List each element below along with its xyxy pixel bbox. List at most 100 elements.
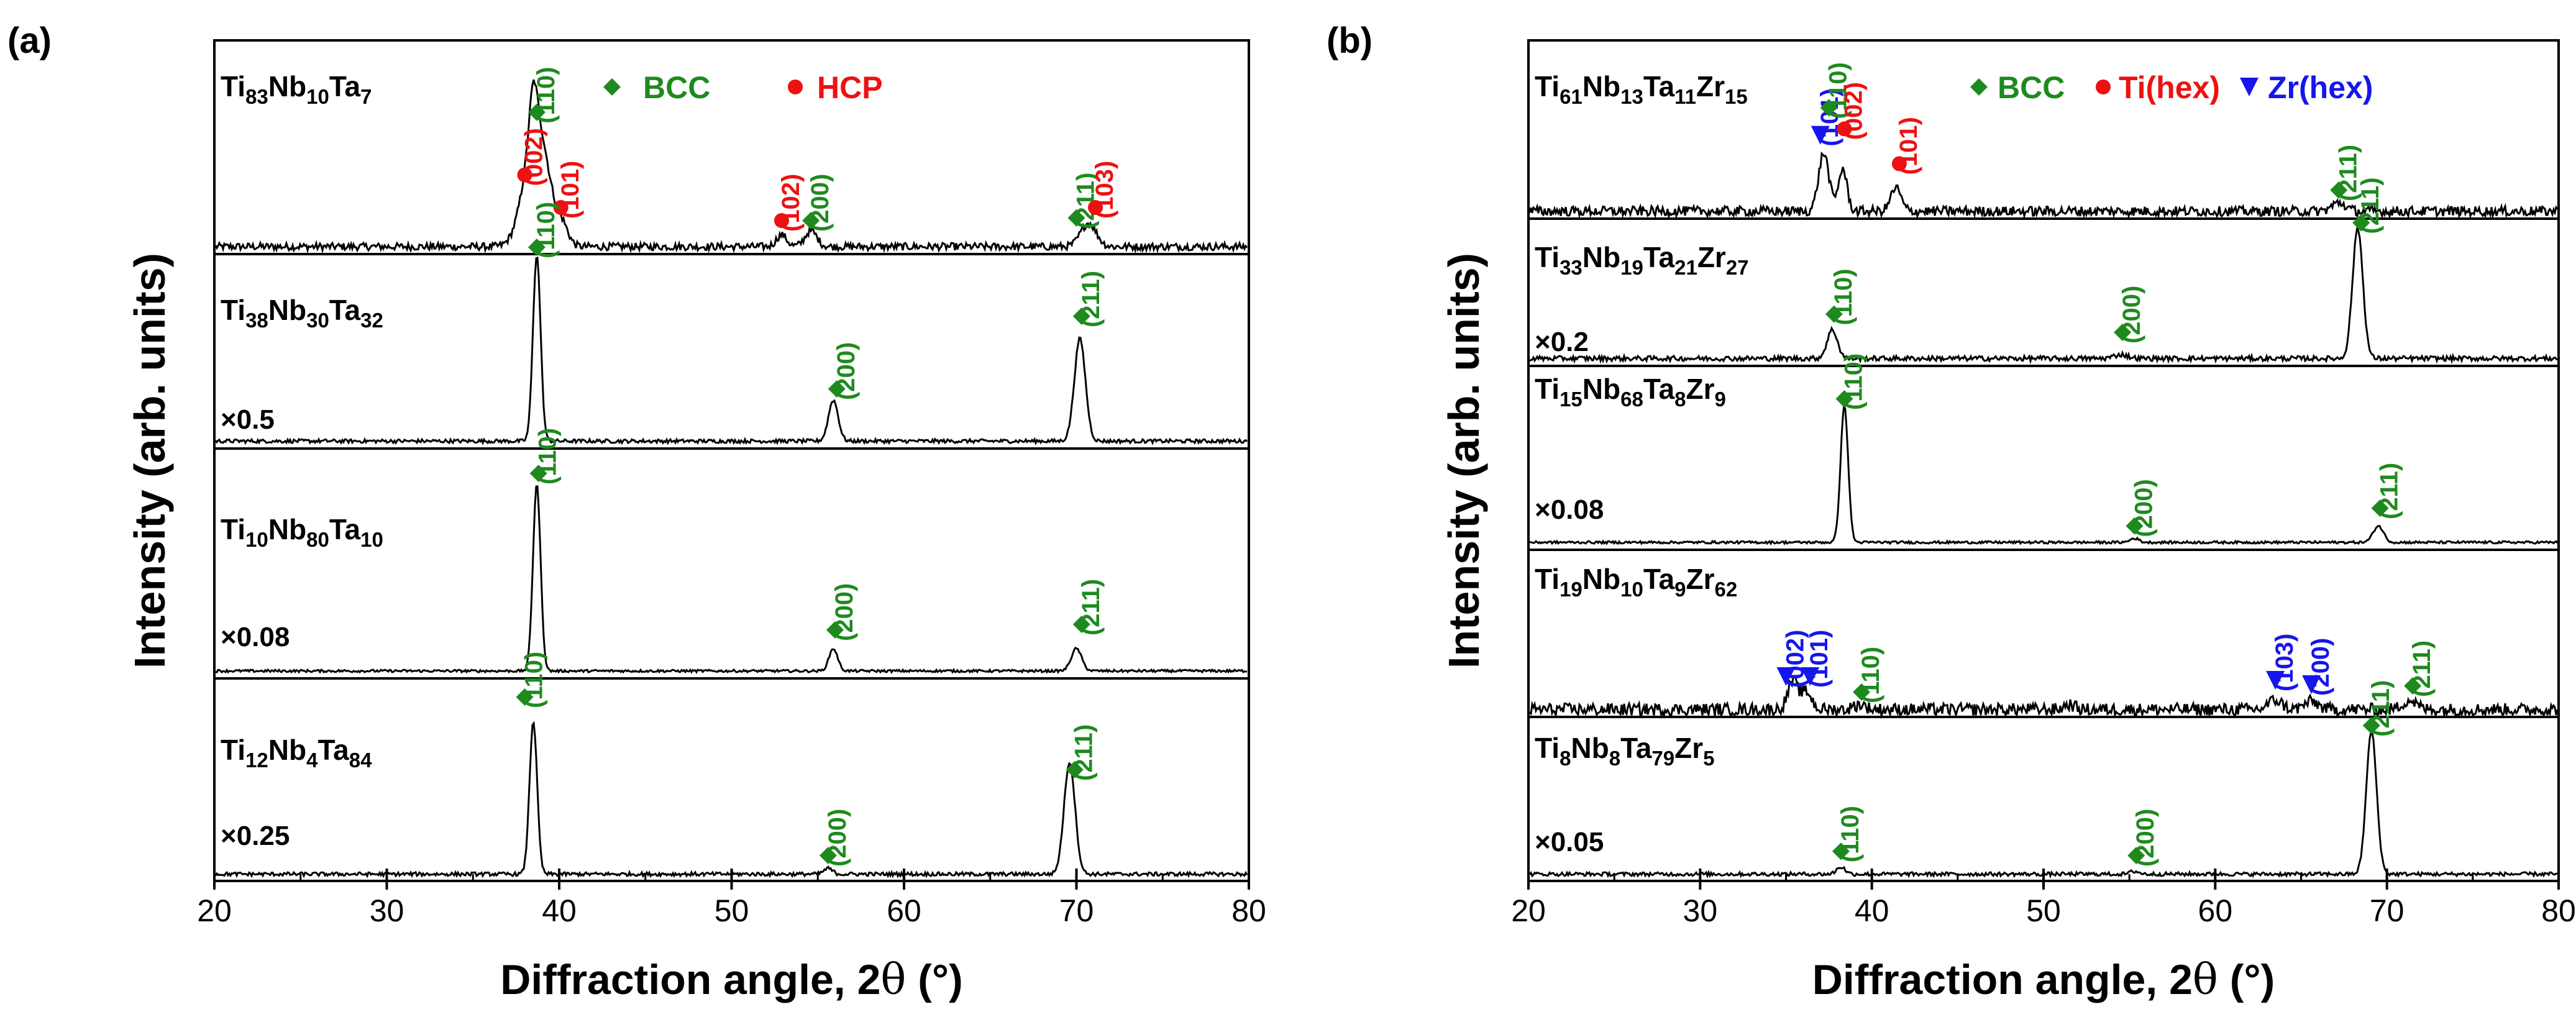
legend-label: BCC bbox=[643, 70, 710, 105]
hcp-marker bbox=[1891, 156, 1907, 171]
element-symbol: Nb bbox=[1583, 241, 1620, 273]
element-symbol: Zr bbox=[1696, 70, 1725, 103]
peak-marker-bcc: (211) bbox=[1072, 271, 1105, 327]
legend: BCC HCP bbox=[603, 70, 883, 105]
series-Ti15Nb68Ta8Zr9: (110) (200) (211) Ti15Nb68Ta8Zr9 ×0.08 bbox=[1529, 353, 2559, 546]
element-subscript: 62 bbox=[1714, 578, 1737, 601]
element-symbol: Ti bbox=[221, 294, 245, 326]
legend-circle-icon bbox=[788, 80, 803, 94]
peak-marker-zr: (101) bbox=[1811, 88, 1843, 147]
peak-marker-bcc: (200) bbox=[802, 174, 834, 232]
hkl-label: (211) bbox=[2334, 145, 2362, 201]
element-subscript: 84 bbox=[349, 749, 372, 772]
bcc-marker bbox=[2330, 181, 2348, 199]
bcc-marker bbox=[2114, 324, 2132, 341]
bcc-marker bbox=[528, 239, 546, 256]
bcc-marker bbox=[1825, 305, 1843, 323]
element-subscript: 8 bbox=[1609, 747, 1620, 770]
hkl-label: (103) bbox=[1091, 161, 1118, 219]
zr-marker bbox=[1811, 125, 1830, 145]
element-subscript: 10 bbox=[360, 528, 383, 551]
sample-name: Ti33Nb19Ta21Zr27 bbox=[1535, 241, 1749, 279]
element-symbol: Nb bbox=[1571, 732, 1609, 764]
element-subscript: 13 bbox=[1620, 85, 1643, 108]
hkl-label: (002) bbox=[1840, 82, 1867, 140]
element-symbol: Zr bbox=[1697, 241, 1726, 273]
element-symbol: Ta bbox=[1643, 241, 1675, 273]
hkl-label: (211) bbox=[1071, 724, 1098, 781]
element-subscript: 38 bbox=[245, 309, 268, 332]
peak-marker-bcc: (110) bbox=[528, 67, 560, 124]
bcc-marker bbox=[828, 380, 846, 398]
x-tick-label: 20 bbox=[1511, 893, 1546, 928]
hkl-label: (200) bbox=[824, 809, 851, 867]
legend-label: HCP bbox=[817, 70, 883, 105]
x-axis-label-unit: (°) bbox=[2218, 956, 2275, 1003]
x-axis-label-main: Diffraction angle, 2 bbox=[1812, 956, 2193, 1003]
zr-marker bbox=[1801, 667, 1820, 686]
hkl-label: (110) bbox=[532, 202, 560, 258]
peak-marker-bcc: (211) bbox=[2371, 463, 2403, 519]
x-tick-label: 20 bbox=[197, 893, 232, 928]
series-Ti8Nb8Ta79Zr5: (110) (200)(211)Ti8Nb8Ta79Zr5×0.05 bbox=[1528, 680, 2558, 879]
peak-marker-zr: (101) bbox=[1801, 630, 1833, 688]
series-Ti61Nb13Ta11Zr15: (101)(110)(002)(101) (211)Ti61Nb13Ta11Zr1… bbox=[1528, 62, 2559, 220]
peak-marker-hcp: (103) bbox=[1088, 161, 1118, 219]
panel-label: (b) bbox=[1327, 21, 1372, 61]
hkl-label: (110) bbox=[1840, 353, 1867, 410]
bcc-marker bbox=[516, 688, 534, 706]
element-symbol: Ta bbox=[329, 294, 361, 326]
series-trace bbox=[214, 79, 1248, 254]
peak-marker-bcc: (110) bbox=[1825, 268, 1857, 326]
hkl-label: (110) bbox=[521, 652, 548, 708]
series-Ti10Nb80Ta10: (110)(200) (211)Ti10Nb80Ta10×0.08 bbox=[215, 428, 1248, 674]
scale-factor: ×0.08 bbox=[221, 622, 290, 652]
series-Ti12Nb4Ta84: (110) (200) (211) Ti12Nb4Ta84 ×0.25 bbox=[214, 652, 1248, 878]
element-subscript: 7 bbox=[360, 85, 372, 108]
series-Ti33Nb19Ta21Zr27: (110) (200) (211) Ti33Nb19Ta21Zr27 ×0.2 bbox=[1529, 177, 2558, 365]
peak-marker-bcc: (110) bbox=[1820, 62, 1852, 119]
element-subscript: 61 bbox=[1560, 85, 1583, 108]
element-symbol: Ti bbox=[1535, 70, 1560, 103]
peak-marker-bcc: (110) bbox=[1832, 806, 1864, 862]
panel-label: (a) bbox=[7, 21, 52, 61]
legend-diamond-icon bbox=[1970, 78, 1988, 96]
peak-marker-hcp: (101) bbox=[1891, 117, 1922, 175]
hkl-label: (110) bbox=[1837, 806, 1864, 862]
peak-marker-bcc: (110) bbox=[1853, 647, 1884, 703]
element-subscript: 11 bbox=[1674, 85, 1696, 108]
x-tick-label: 40 bbox=[1855, 893, 1889, 928]
peak-marker-hcp: (002) bbox=[517, 128, 548, 186]
bcc-marker bbox=[826, 621, 844, 639]
hcp-marker bbox=[1088, 200, 1103, 215]
sample-name: Ti38Nb30Ta32 bbox=[221, 294, 383, 332]
hkl-label: (200) bbox=[831, 583, 858, 641]
x-tick-label: 80 bbox=[2541, 893, 2576, 928]
series-Ti19Nb10Ta9Zr62: (002)(101) (110) (103) (200) (211) Ti19Nb10Ta… bbox=[1528, 563, 2559, 719]
zr-marker bbox=[2302, 675, 2321, 694]
x-tick-label: 50 bbox=[715, 893, 749, 928]
element-symbol: Ta bbox=[317, 734, 349, 766]
hkl-label: (211) bbox=[2376, 463, 2403, 519]
hkl-label: (200) bbox=[833, 342, 860, 400]
bcc-marker bbox=[802, 212, 820, 229]
bcc-marker bbox=[1072, 308, 1090, 325]
series-trace bbox=[1528, 151, 2559, 220]
series-trace bbox=[1529, 227, 2558, 365]
series-trace bbox=[1529, 404, 2559, 546]
element-symbol: Ta bbox=[1620, 732, 1652, 764]
hkl-label: (200) bbox=[2132, 809, 2159, 867]
element-subscript: 80 bbox=[306, 528, 329, 551]
element-subscript: 10 bbox=[1620, 578, 1643, 601]
element-symbol: Ta bbox=[1643, 563, 1675, 595]
x-tick-label: 30 bbox=[370, 893, 404, 928]
hkl-label: (110) bbox=[1830, 268, 1857, 325]
element-symbol: Ti bbox=[1535, 563, 1560, 595]
bcc-marker bbox=[2127, 847, 2145, 865]
peak-marker-bcc: (200) bbox=[2127, 809, 2159, 867]
bcc-marker bbox=[1832, 842, 1850, 860]
bcc-marker bbox=[1820, 99, 1838, 117]
legend-label: Zr(hex) bbox=[2268, 70, 2373, 105]
element-symbol: Ti bbox=[221, 70, 245, 103]
